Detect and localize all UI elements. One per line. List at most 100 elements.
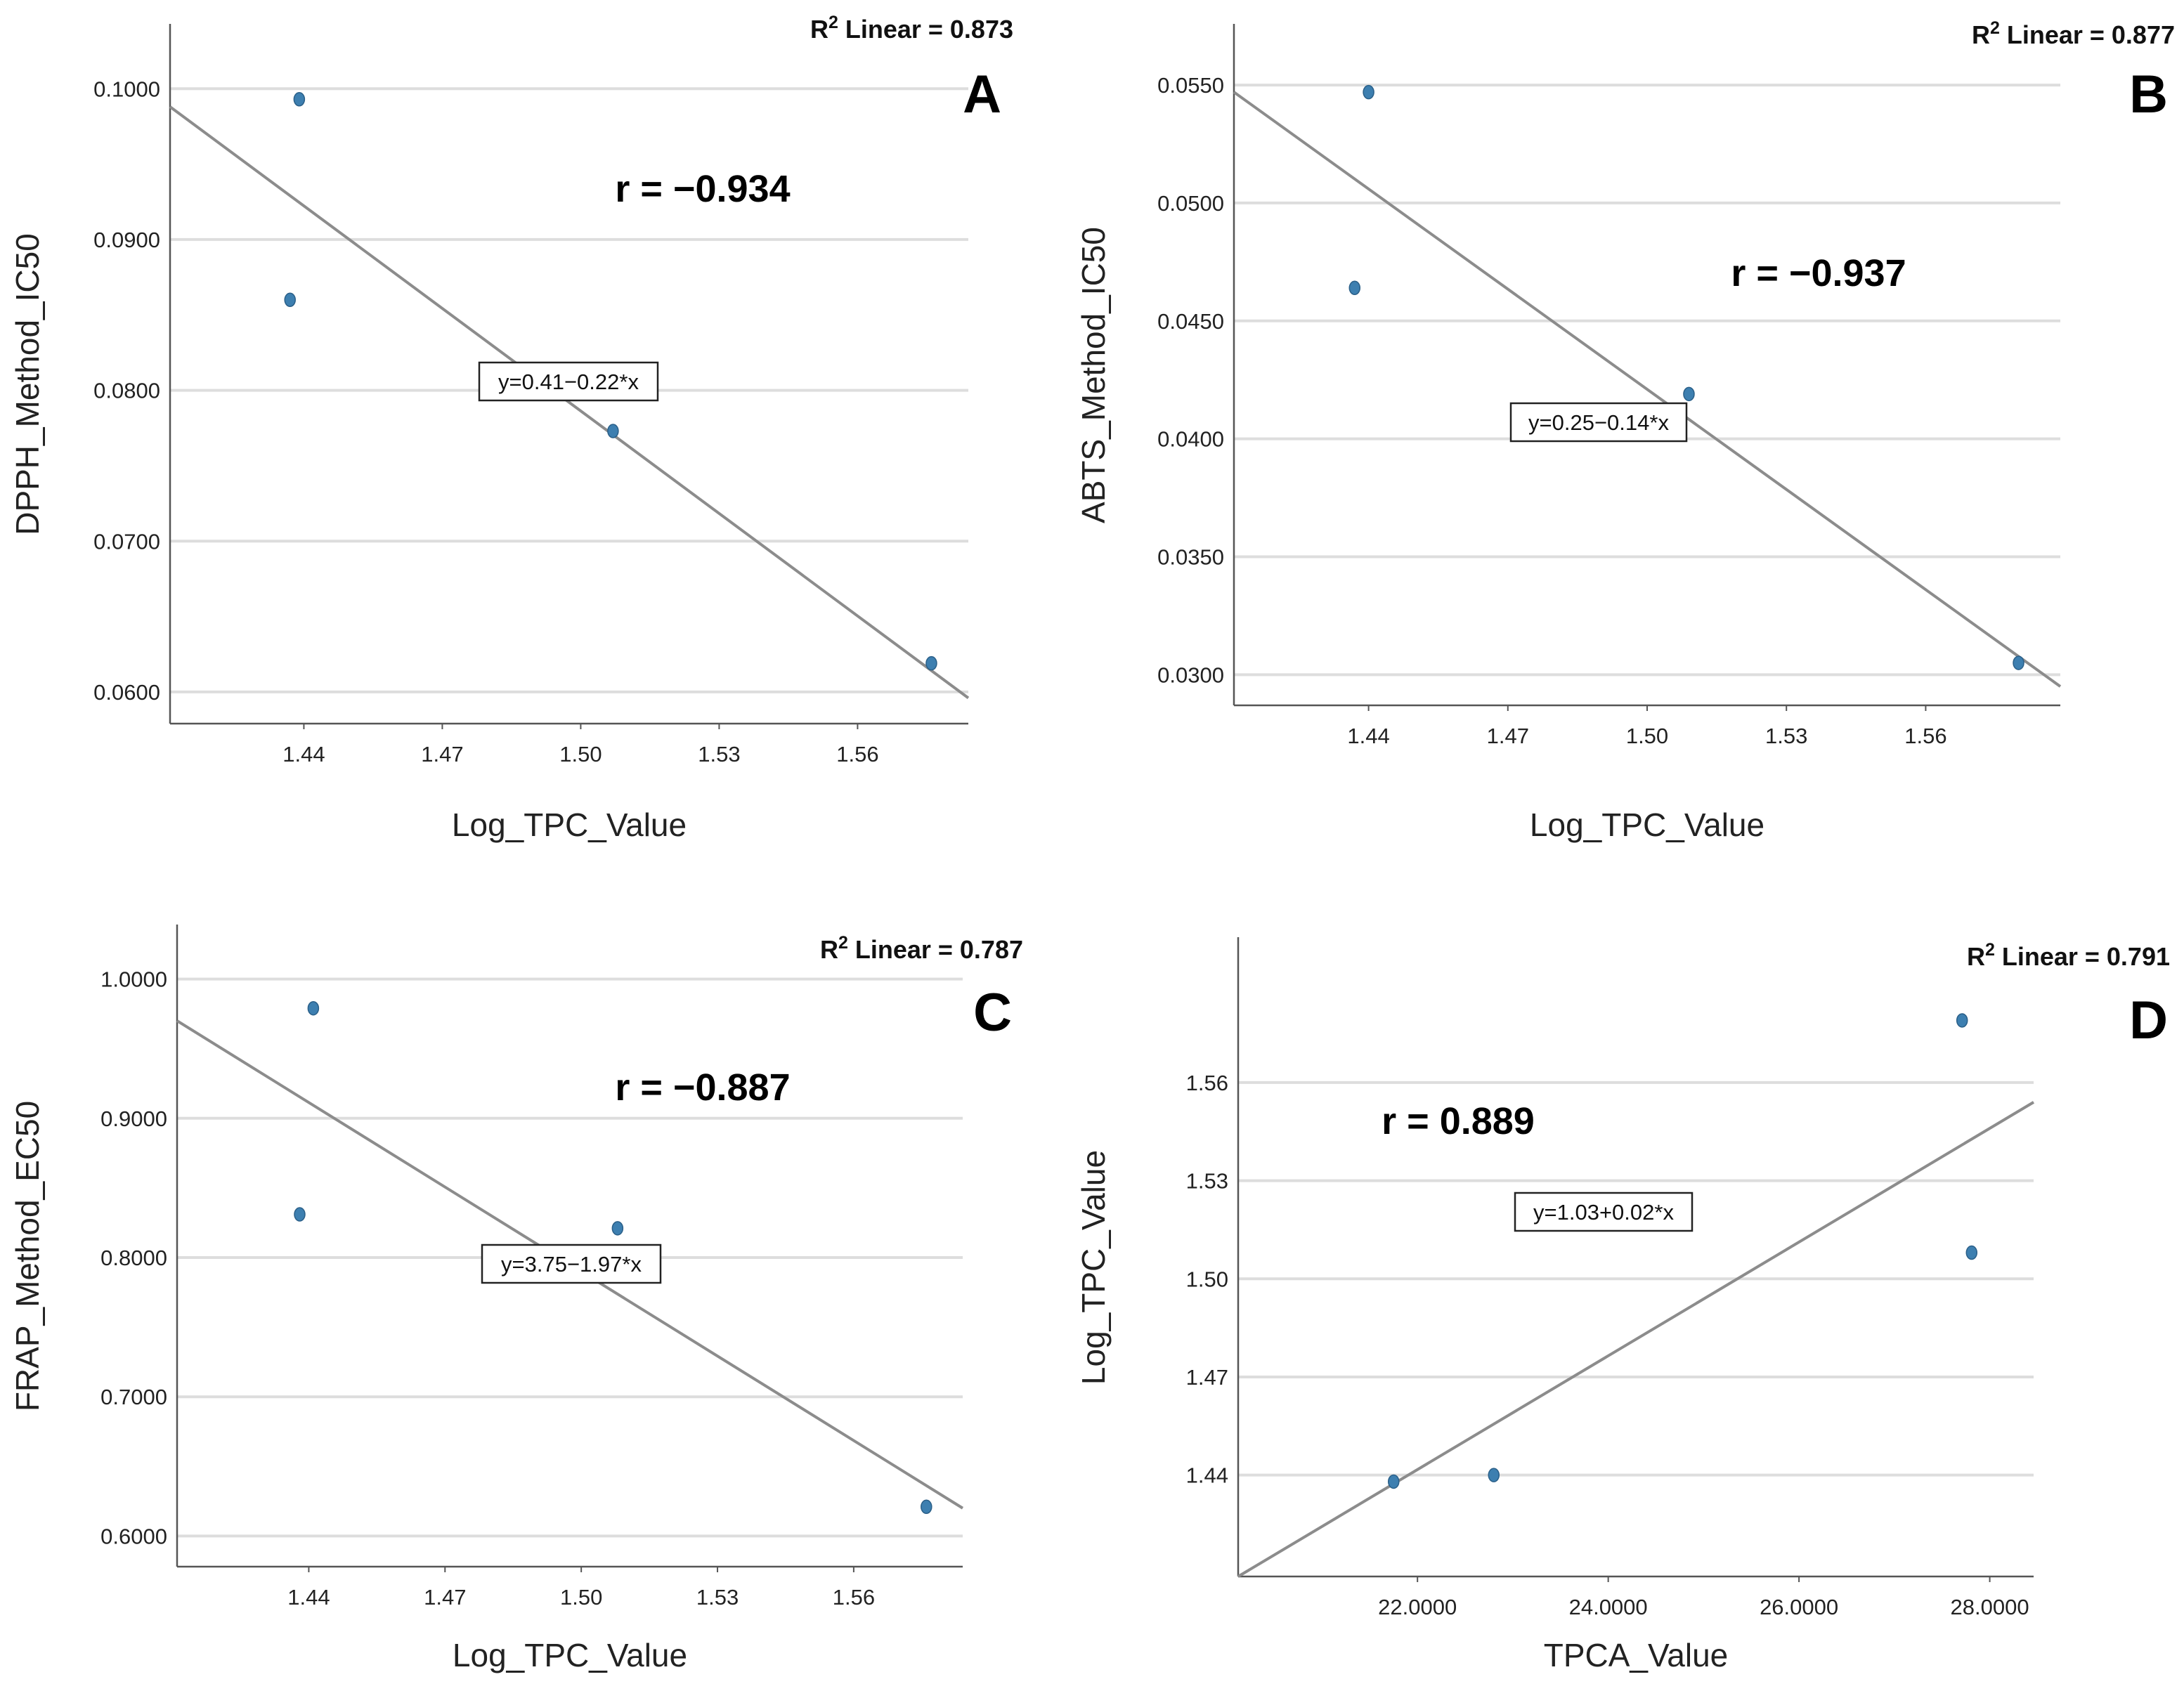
fit-line-b bbox=[1233, 91, 2062, 688]
fit-line-d bbox=[1237, 1101, 2035, 1578]
data-point-c bbox=[307, 1000, 320, 1016]
x-tick-label-a: 1.44 bbox=[282, 742, 325, 766]
equation-label-d: y=1.03+0.02*x bbox=[1533, 1200, 1674, 1225]
data-point-a bbox=[925, 655, 937, 671]
data-point-b bbox=[1363, 84, 1374, 100]
x-tick-label-a: 1.56 bbox=[836, 742, 878, 766]
y-tick-label-b: 0.0350 bbox=[1157, 545, 1224, 570]
x-tick-label-c: 1.56 bbox=[833, 1585, 875, 1610]
panel-letter-c: C bbox=[973, 983, 1012, 1043]
data-point-d bbox=[1387, 1474, 1400, 1489]
y-tick-label-b: 0.0400 bbox=[1157, 427, 1224, 452]
data-point-d bbox=[1488, 1468, 1500, 1482]
x-tick-label-d: 24.0000 bbox=[1569, 1595, 1648, 1619]
r-squared-superscript-b: 2 bbox=[1990, 18, 2000, 38]
y-tick-label-d: 1.53 bbox=[1186, 1169, 1228, 1194]
y-tick-label-b: 0.0550 bbox=[1157, 73, 1224, 98]
x-tick-label-d: 28.0000 bbox=[1951, 1595, 2029, 1619]
chart-panel-a: 0.0600 0.0700 0.0800 0.0900 0.1000 1.44 1.47 1.… bbox=[9, 13, 1013, 843]
y-axis-label-d: Log_TPC_Value bbox=[1075, 1150, 1112, 1385]
data-point-a bbox=[607, 424, 619, 438]
data-point-c bbox=[294, 1207, 306, 1222]
equation-label-c: y=3.75−1.97*x bbox=[501, 1252, 642, 1277]
r-squared-label-a: R2 Linear = 0.873 bbox=[810, 13, 1013, 44]
y-tick-label-c: 0.9000 bbox=[100, 1106, 167, 1131]
r-squared-superscript-c: 2 bbox=[838, 933, 848, 953]
r-squared-superscript-d: 2 bbox=[1985, 940, 1995, 960]
correlation-label-a: r = −0.934 bbox=[615, 168, 790, 210]
y-tick-label-c: 0.6000 bbox=[100, 1524, 167, 1548]
y-tick-label-a: 0.0800 bbox=[93, 379, 160, 403]
chart-panel-b: 0.0300 0.0350 0.0400 0.0450 0.0500 0.0550 1.44… bbox=[1075, 18, 2175, 843]
r-squared-value-a: Linear = 0.873 bbox=[838, 15, 1013, 44]
data-point-b bbox=[1683, 386, 1695, 402]
x-tick-label-a: 1.50 bbox=[559, 742, 602, 766]
data-point-b bbox=[1348, 280, 1361, 296]
correlation-label-c: r = −0.887 bbox=[615, 1066, 790, 1109]
r-squared-label-c: R2 Linear = 0.787 bbox=[820, 933, 1023, 964]
y-axis-label-a: DPPH_Method_IC50 bbox=[9, 233, 46, 535]
x-tick-label-b: 1.44 bbox=[1347, 724, 1389, 748]
r-squared-label-b: R2 Linear = 0.877 bbox=[1972, 18, 2175, 49]
data-point-a bbox=[293, 92, 306, 107]
r-squared-label-d: R2 Linear = 0.791 bbox=[1967, 940, 2170, 971]
x-tick-label-c: 1.53 bbox=[696, 1585, 739, 1610]
equation-box-c bbox=[481, 1243, 662, 1284]
r-squared-prefix-a: R bbox=[810, 15, 828, 44]
x-axis-label-c: Log_TPC_Value bbox=[453, 1637, 687, 1673]
x-tick-label-a: 1.47 bbox=[421, 742, 463, 766]
panel-letter-a: A bbox=[963, 65, 1001, 124]
equation-box-a bbox=[478, 361, 659, 402]
correlation-label-b: r = −0.937 bbox=[1731, 252, 1906, 294]
correlation-label-d: r = 0.889 bbox=[1382, 1100, 1535, 1142]
chart-panel-d: 1.44 1.47 1.50 1.53 1.56 22.0000 24.0000 26.000… bbox=[1075, 937, 2170, 1673]
data-point-d bbox=[1965, 1245, 1978, 1260]
equation-box-d bbox=[1514, 1191, 1694, 1232]
y-axis-label-b: ABTS_Method_IC50 bbox=[1075, 227, 1112, 523]
x-tick-label-a: 1.53 bbox=[698, 742, 740, 766]
y-axis-label-c: FRAP_Method_EC50 bbox=[9, 1101, 46, 1411]
y-tick-label-a: 0.0600 bbox=[93, 680, 160, 705]
x-axis-label-b: Log_TPC_Value bbox=[1530, 807, 1764, 843]
y-tick-label-d: 1.56 bbox=[1186, 1071, 1228, 1095]
y-tick-label-a: 0.0700 bbox=[93, 529, 160, 554]
r-squared-value-c: Linear = 0.787 bbox=[848, 935, 1023, 964]
x-axis-label-a: Log_TPC_Value bbox=[452, 807, 687, 843]
data-point-b bbox=[2013, 655, 2024, 670]
y-tick-label-a: 0.0900 bbox=[93, 228, 160, 252]
r-squared-value-d: Linear = 0.791 bbox=[1995, 942, 2170, 971]
r-squared-prefix-b: R bbox=[1972, 20, 1990, 49]
equation-label-b: y=0.25−0.14*x bbox=[1528, 410, 1669, 435]
x-tick-label-b: 1.53 bbox=[1765, 724, 1807, 748]
y-tick-label-d: 1.47 bbox=[1186, 1365, 1228, 1390]
x-tick-label-c: 1.44 bbox=[287, 1585, 330, 1610]
y-tick-label-b: 0.0300 bbox=[1157, 662, 1224, 687]
x-axis-label-d: TPCA_Value bbox=[1544, 1637, 1729, 1673]
chart-panel-c: 0.6000 0.7000 0.8000 0.9000 1.0000 1.44 1.47 1.… bbox=[9, 925, 1023, 1673]
data-point-c bbox=[921, 1499, 932, 1515]
data-point-d bbox=[1956, 1013, 1968, 1028]
fit-line-a bbox=[169, 105, 970, 700]
data-point-a bbox=[284, 292, 296, 308]
x-tick-label-d: 26.0000 bbox=[1760, 1595, 1838, 1619]
data-point-c bbox=[611, 1221, 624, 1236]
y-tick-label-c: 0.7000 bbox=[100, 1385, 167, 1409]
y-tick-label-b: 0.0500 bbox=[1157, 191, 1224, 216]
panel-letter-d: D bbox=[2129, 991, 2168, 1050]
r-squared-superscript-a: 2 bbox=[828, 13, 838, 32]
x-tick-label-b: 1.56 bbox=[1904, 724, 1946, 748]
x-tick-label-b: 1.47 bbox=[1487, 724, 1529, 748]
y-tick-label-c: 0.8000 bbox=[100, 1246, 167, 1270]
x-tick-label-d: 22.0000 bbox=[1378, 1595, 1457, 1619]
r-squared-prefix-d: R bbox=[1967, 942, 1985, 971]
y-tick-label-d: 1.50 bbox=[1186, 1267, 1228, 1291]
equation-box-b bbox=[1509, 402, 1688, 443]
r-squared-prefix-c: R bbox=[820, 935, 838, 964]
y-tick-label-a: 0.1000 bbox=[93, 77, 160, 101]
y-tick-label-c: 1.0000 bbox=[100, 967, 167, 992]
x-tick-label-c: 1.50 bbox=[560, 1585, 602, 1610]
r-squared-value-b: Linear = 0.877 bbox=[2000, 20, 2175, 49]
y-tick-label-b: 0.0450 bbox=[1157, 309, 1224, 334]
panel-letter-b: B bbox=[2129, 65, 2168, 124]
